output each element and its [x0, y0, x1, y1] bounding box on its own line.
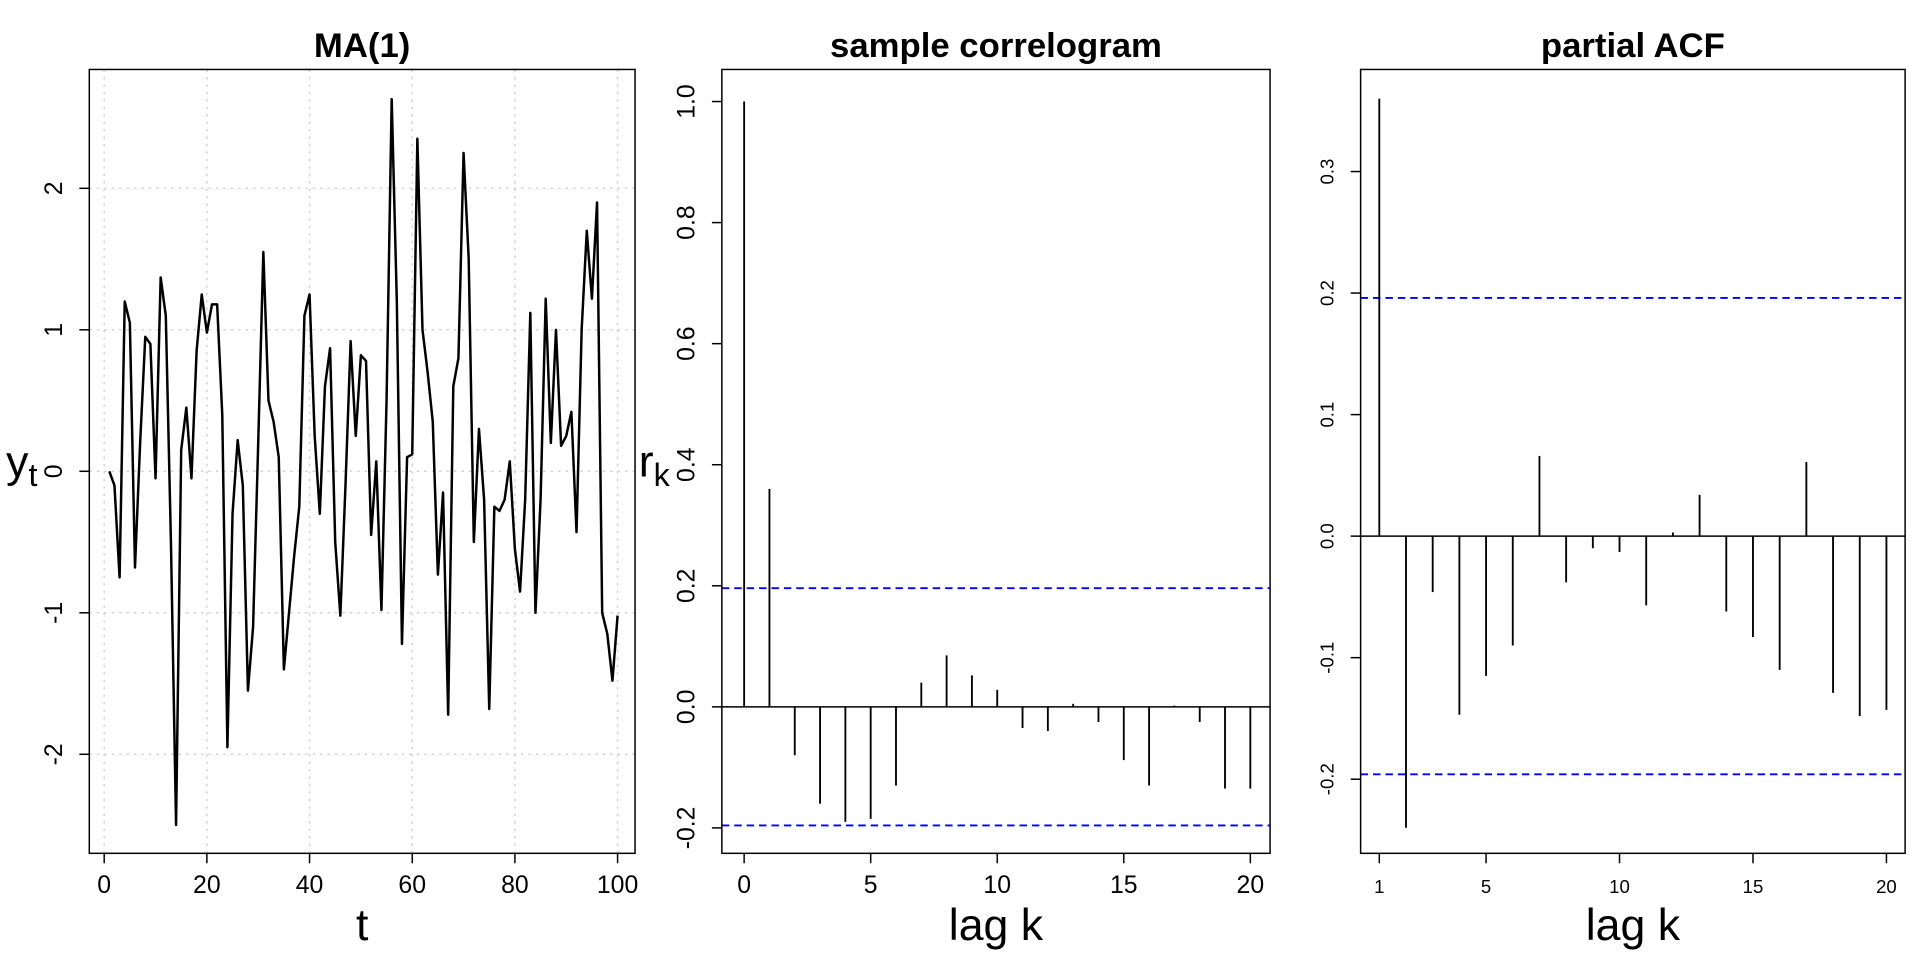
- y-tick-label: 0: [41, 464, 68, 478]
- y-tick-label: 0.0: [674, 690, 701, 724]
- chart-title: MA(1): [314, 27, 410, 65]
- x-tick-label: 40: [296, 872, 324, 899]
- y-axis-label: yt: [6, 437, 37, 493]
- x-tick-label: 5: [1481, 876, 1491, 897]
- x-tick-label: 10: [1609, 876, 1630, 897]
- chart-title: sample correlogram: [830, 27, 1162, 65]
- y-axis-label-main: r: [639, 437, 654, 486]
- x-tick-label: 20: [193, 872, 221, 899]
- x-tick-label: 15: [1110, 872, 1138, 899]
- y-tick-label: 0.1: [1316, 402, 1337, 428]
- chart-title: partial ACF: [1541, 27, 1725, 65]
- y-tick-label: 0.8: [674, 205, 701, 239]
- y-axis-label: rk: [639, 437, 671, 493]
- y-tick-label: -0.2: [1316, 763, 1337, 795]
- x-tick-label: 0: [97, 872, 111, 899]
- x-axis-label: lag k: [949, 901, 1044, 950]
- x-tick-label: 20: [1237, 872, 1265, 899]
- x-tick-label: 20: [1876, 876, 1897, 897]
- y-tick-label: -1: [41, 602, 68, 624]
- x-tick-label: 15: [1743, 876, 1764, 897]
- x-tick-label: 1: [1374, 876, 1384, 897]
- x-axis-label: lag k: [1586, 901, 1681, 950]
- y-tick-label: -0.1: [1316, 642, 1337, 674]
- x-tick-label: 60: [398, 872, 426, 899]
- plot-frame: [1359, 68, 1906, 855]
- y-axis-label-sub: k: [654, 457, 671, 493]
- plot-frame: [721, 68, 1271, 855]
- y-axis-label-main: y: [6, 437, 29, 486]
- x-tick-label: 100: [597, 872, 638, 899]
- y-tick-label: 0.3: [1316, 159, 1337, 185]
- series-line: [108, 97, 619, 827]
- x-tick-label: 80: [501, 872, 529, 899]
- y-tick-label: 1: [41, 323, 68, 337]
- y-tick-label: 2: [41, 181, 68, 195]
- x-tick-label: 0: [737, 872, 751, 899]
- x-tick-label: 5: [864, 872, 878, 899]
- x-axis-label: t: [356, 901, 369, 950]
- x-tick-label: 10: [983, 872, 1011, 899]
- y-tick-label: 0.2: [1316, 280, 1337, 306]
- y-tick-label: -2: [41, 743, 68, 765]
- y-tick-label: 0.0: [1316, 523, 1337, 549]
- y-tick-label: 0.4: [674, 447, 701, 482]
- plot-frame: [88, 68, 636, 855]
- y-tick-label: 0.6: [674, 326, 701, 360]
- y-tick-label: 1.0: [674, 84, 701, 118]
- y-tick-label: -0.2: [674, 807, 701, 850]
- y-tick-label: 0.2: [674, 569, 701, 603]
- y-axis-label-sub: t: [29, 457, 38, 493]
